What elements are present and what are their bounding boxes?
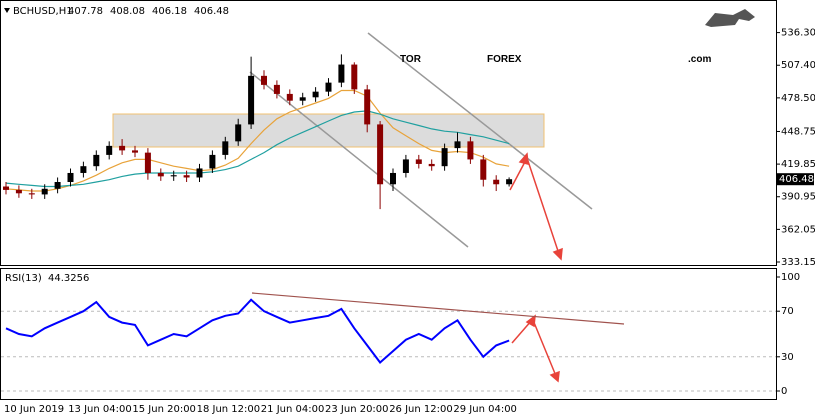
arrow [526, 157, 560, 255]
candle-body [183, 175, 190, 178]
arrow [511, 319, 533, 344]
candle-body [467, 141, 474, 160]
candle-body [106, 145, 113, 155]
candle-body [196, 168, 203, 178]
candle-body [390, 172, 396, 185]
candle-body [286, 93, 293, 101]
x-tick-label: 23 Jun 20:00 [325, 404, 389, 415]
arrow-head [552, 247, 563, 261]
header-high: 408.08 [110, 6, 145, 17]
y-tick-label: 536.30 [781, 28, 815, 39]
y-tick-label: 0 [781, 386, 787, 397]
arrow [532, 319, 557, 377]
price-tag [777, 173, 814, 186]
symbol: BCHUSD,H1 [13, 6, 73, 17]
candle-body [506, 179, 513, 185]
candle-body [222, 141, 229, 155]
header-low: 406.18 [152, 6, 187, 17]
header-icon [4, 8, 10, 13]
candle-body [157, 172, 164, 177]
header: BCHUSD,H1 407.78 408.08 406.18 406.48 RS… [4, 6, 229, 284]
y-tick-label: 448.75 [781, 126, 815, 137]
candle-body [93, 154, 100, 167]
candle-body [3, 186, 9, 190]
candle-body [119, 145, 126, 151]
channel-line [367, 32, 593, 210]
rsi-title: RSI(13) [5, 273, 42, 284]
candle-body [480, 159, 487, 180]
candle-body [170, 175, 177, 177]
forecast-arrows [509, 152, 563, 383]
arrow-head [549, 370, 560, 383]
candle-body [28, 193, 35, 195]
moving-average [5, 110, 510, 188]
candle-body [80, 166, 87, 173]
candle-body [441, 148, 448, 167]
rsi-line [5, 298, 510, 364]
candle-body [144, 152, 151, 173]
x-tick-label: 10 Jun 2019 [4, 404, 64, 415]
x-tick-label: 13 Jun 04:00 [68, 404, 132, 415]
candle-body [325, 82, 332, 92]
x-tick-label: 29 Jun 04:00 [453, 404, 517, 415]
candle-body [15, 189, 22, 194]
candle-body [273, 84, 280, 94]
bull-logo [705, 9, 755, 27]
watermark-part: FOREX [487, 54, 522, 65]
candle-body [377, 124, 384, 185]
candle-body [261, 75, 267, 85]
watermark: TOR FOREX .com [400, 54, 711, 65]
y-tick-label: 478.50 [781, 93, 815, 104]
y-tick-label: 419.85 [781, 159, 815, 170]
y-tick-label: 30 [781, 352, 794, 363]
y-tick-label: 70 [781, 306, 794, 317]
candle-body [415, 159, 422, 164]
channel-line [249, 71, 469, 248]
candle-body [351, 64, 358, 90]
rsi-value: 44.3256 [48, 273, 89, 284]
y-tick-label: 362.05 [781, 224, 815, 235]
candle-body [67, 172, 74, 183]
candle-body [41, 188, 48, 195]
candle-body [54, 182, 61, 189]
header-close: 406.48 [194, 6, 229, 17]
moving-average [5, 89, 510, 192]
rsi-pane [0, 268, 777, 400]
x-tick-label: 18 Jun 12:00 [197, 404, 261, 415]
candle-body [364, 89, 371, 125]
candle-body [299, 97, 306, 101]
resistance-zone [112, 113, 545, 148]
candle-body [312, 91, 319, 98]
candle-body [428, 163, 435, 167]
arrow-head [525, 314, 536, 328]
y-tick-label: 333.15 [781, 257, 815, 268]
candle-body [493, 179, 500, 185]
y-tick-label: 507.40 [781, 60, 815, 71]
x-tick-label: 21 Jun 04:00 [261, 404, 325, 415]
candle-body [209, 154, 216, 169]
rsi-trendline [251, 292, 625, 325]
candle-body [248, 75, 255, 125]
y-tick-label: 390.95 [781, 192, 815, 203]
candle-body [235, 124, 242, 142]
watermark-part: TOR [400, 54, 422, 65]
watermark-part: .com [688, 54, 711, 65]
price-tag-label: 406.48 [779, 174, 814, 185]
x-tick-label: 15 Jun 20:00 [132, 404, 196, 415]
header-open: 407.78 [68, 6, 103, 17]
y-tick-label: 100 [781, 272, 800, 283]
candle-body [402, 159, 409, 173]
x-tick-label: 26 Jun 12:00 [389, 404, 453, 415]
candle-body [338, 64, 345, 83]
candle-body [132, 150, 138, 153]
candle-body [454, 141, 461, 149]
